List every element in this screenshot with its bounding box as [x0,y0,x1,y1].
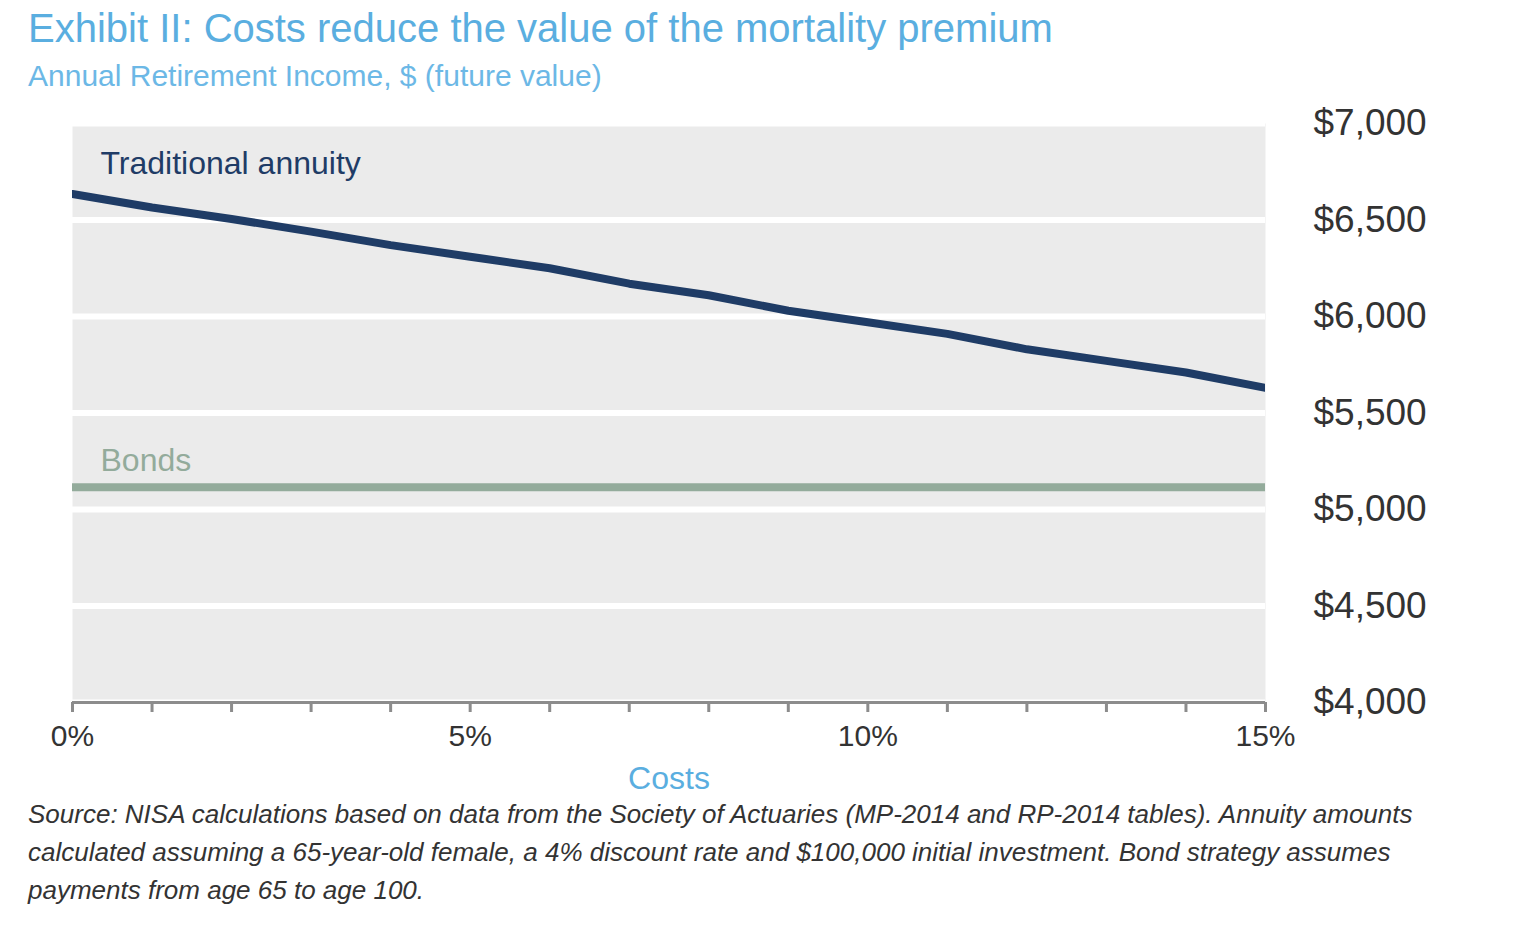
svg-text:0%: 0% [51,719,94,752]
svg-text:$6,000: $6,000 [1314,295,1427,336]
svg-text:$6,500: $6,500 [1314,199,1427,240]
svg-text:$7,000: $7,000 [1314,105,1427,143]
svg-text:$5,500: $5,500 [1314,392,1427,433]
svg-text:10%: 10% [838,719,898,752]
svg-text:Bonds: Bonds [101,442,192,478]
html-text:Source: NISA calculations base: Source: NISA calculations based on data … [28,799,1413,905]
svg-text:$4,500: $4,500 [1314,585,1427,626]
svg-text:5%: 5% [448,719,491,752]
html-text:Exhibit II: Costs reduce the v: Exhibit II: Costs reduce the value of th… [28,6,1053,50]
svg-text:15%: 15% [1235,719,1295,752]
svg-text:Costs: Costs [628,760,710,795]
svg-text:$5,000: $5,000 [1314,488,1427,529]
svg-text:$4,000: $4,000 [1314,681,1427,722]
svg-text:Traditional annuity: Traditional annuity [101,145,361,181]
html-text:Annual Retirement Income, $ (f: Annual Retirement Income, $ (future valu… [28,59,602,92]
